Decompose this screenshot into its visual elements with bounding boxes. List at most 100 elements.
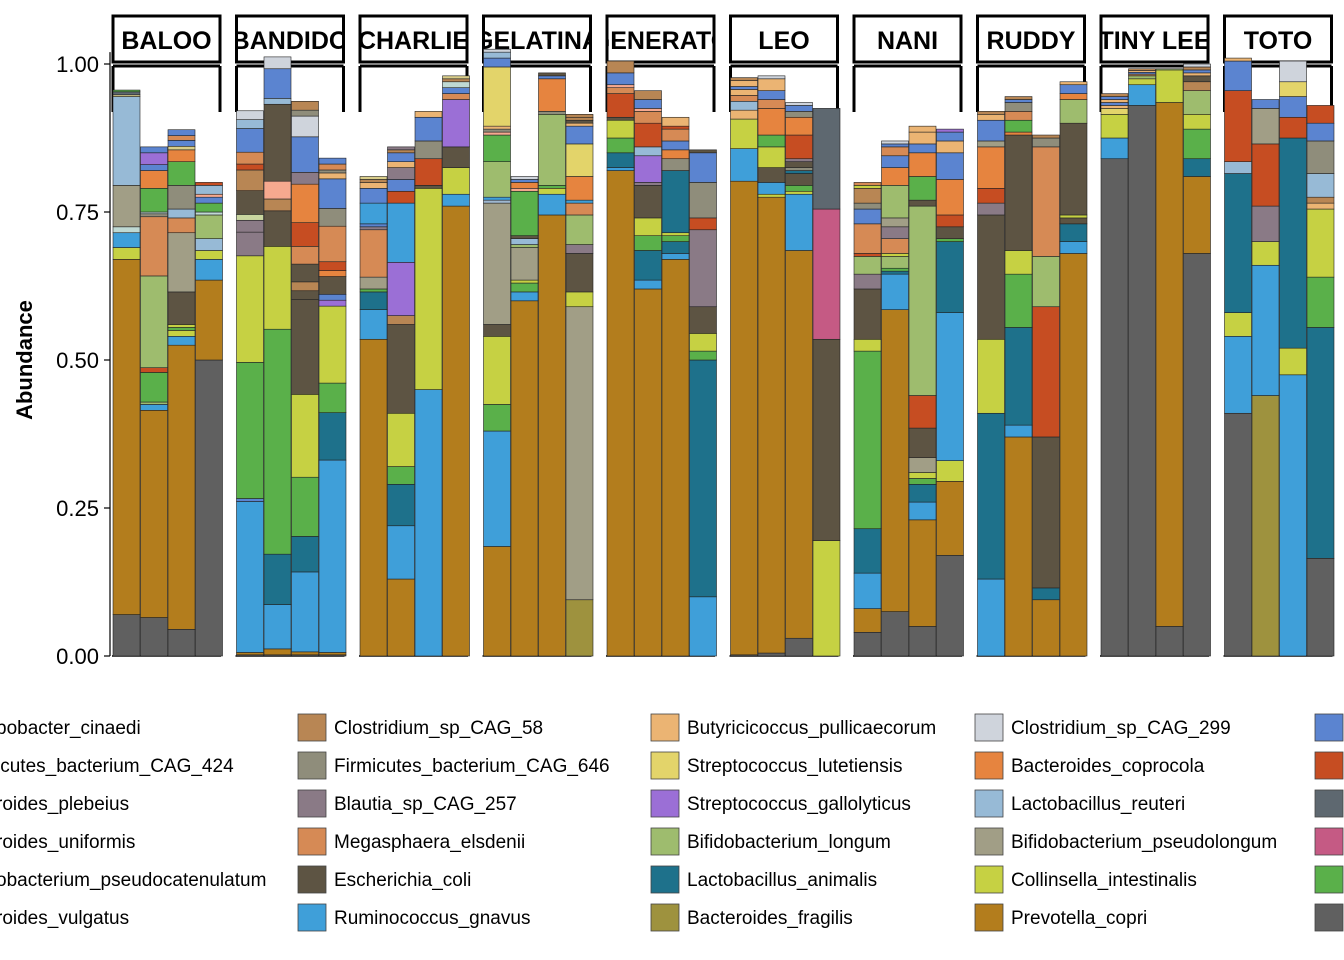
bar-segment (359, 226, 388, 231)
bar-stack (387, 146, 415, 657)
bar-segment (510, 235, 539, 239)
bar-segment (483, 128, 511, 133)
bar-segment (442, 167, 470, 195)
bar-segment (359, 288, 388, 293)
bar-segment (1100, 96, 1129, 100)
bar-segment (908, 472, 937, 479)
bar-segment (483, 196, 511, 201)
bar-segment (1128, 84, 1156, 106)
bar-segment (936, 481, 964, 556)
bar-segment (442, 146, 470, 168)
bar-segment (606, 119, 635, 139)
bar-segment (908, 484, 937, 503)
bar-segment (195, 196, 223, 204)
legend-item: roides_uniformis (0, 832, 135, 853)
bar-segment (881, 611, 909, 657)
facet-panel (853, 125, 964, 657)
bar-segment (661, 149, 690, 160)
legend-item (1314, 865, 1344, 894)
legend-swatch (1314, 903, 1344, 932)
legend-label: Bifidobacterium_pseudolongum (1011, 832, 1277, 853)
facet-strip-box (235, 14, 345, 64)
legend-item: Bifidobacterium_pseudolongum (974, 827, 1277, 856)
legend-item: bobacter_cinaedi (0, 718, 141, 739)
bar-segment (606, 170, 635, 657)
bar-segment (167, 185, 196, 210)
legend-item: Streptococcus_lutetiensis (650, 751, 902, 780)
legend-label: roides_vulgatus (0, 908, 129, 929)
legend-item: Prevotella_copri (974, 903, 1147, 932)
legend-swatch (1314, 789, 1344, 818)
bar-segment (730, 109, 758, 120)
legend-swatch (297, 751, 327, 780)
bar-segment (1279, 116, 1307, 139)
bar-segment (1004, 250, 1033, 275)
bar-segment (1224, 173, 1252, 313)
bar-segment (881, 226, 909, 239)
bar-segment (1183, 90, 1211, 115)
legend-item: Streptococcus_gallolyticus (650, 789, 911, 818)
bar-segment (318, 299, 347, 307)
bar-segment (565, 202, 594, 216)
bar-segment (1100, 99, 1129, 103)
bar-segment (236, 214, 264, 221)
bar-segment (510, 176, 539, 180)
bar-segment (757, 134, 786, 148)
bar-segment (318, 225, 347, 263)
bar-segment (112, 614, 141, 657)
bar-segment (483, 131, 511, 136)
legend-swatch (974, 827, 1004, 856)
bar-segment (634, 288, 662, 657)
bar-segment (236, 652, 264, 656)
bar-segment (538, 214, 566, 657)
bar-segment (881, 309, 909, 612)
bar-segment (1004, 424, 1033, 438)
bar-segment (510, 291, 539, 302)
bar-segment (414, 116, 443, 142)
bar-segment (538, 78, 566, 112)
bar-segment (291, 290, 319, 300)
bar-segment (908, 626, 937, 657)
bar-segment (1059, 84, 1088, 94)
legend-item (1314, 751, 1344, 780)
bar-segment (936, 128, 964, 133)
bar-segment (387, 484, 415, 527)
bar-stack (1100, 93, 1129, 657)
bar-segment (195, 259, 223, 281)
bar-segment (1004, 327, 1033, 426)
facet-strip-box (729, 14, 839, 64)
bar-segment (1251, 264, 1280, 396)
legend-label: Blautia_sp_CAG_257 (334, 794, 517, 815)
bar-segment (442, 93, 470, 100)
bar-segment (167, 140, 196, 147)
bar-segment (853, 188, 882, 204)
bar-segment (538, 75, 566, 80)
facet-strip-box (852, 14, 963, 64)
bar-segment (236, 362, 264, 499)
bar-segment (661, 241, 690, 254)
facet-panel (235, 56, 347, 657)
legend-label: Prevotella_copri (1011, 908, 1147, 929)
legend-swatch (1314, 713, 1344, 742)
bar-segment (263, 180, 292, 200)
bar-segment (510, 179, 539, 183)
bar-segment (634, 108, 662, 112)
bar-segment (1128, 78, 1156, 86)
bar-segment (881, 143, 909, 148)
bar-segment (1306, 558, 1335, 657)
bar-segment (661, 158, 690, 171)
bar-segment (634, 90, 662, 100)
bar-segment (387, 179, 415, 192)
bar-segment (853, 182, 882, 186)
bar-segment (1100, 93, 1129, 97)
bar-segment (689, 149, 717, 154)
bar-segment (757, 652, 786, 657)
facet-strip-label: TOTO (1244, 27, 1313, 55)
bar-segment (291, 222, 319, 247)
bar-segment (195, 202, 223, 213)
bar-segment (291, 571, 319, 653)
facet-strip-label: RUDDY (987, 27, 1076, 55)
bar-segment (1155, 68, 1184, 71)
legend-item: Ruminococcus_gnavus (297, 903, 530, 932)
legend-label: icutes_bacterium_CAG_424 (0, 756, 234, 777)
